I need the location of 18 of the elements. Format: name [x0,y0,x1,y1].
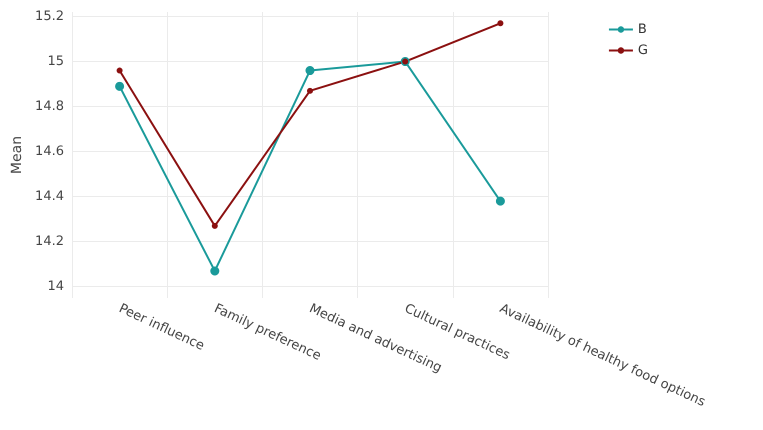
point [306,66,314,76]
y-axis-title: Mean [9,136,26,174]
point [496,196,505,206]
y-tick-label: 14.4 [35,189,64,204]
y-tick-label: 15 [47,54,64,70]
legend-label: G [638,43,648,58]
point [210,266,220,276]
y-tick-label: 15.2 [35,9,64,24]
y-tick-label: 14.6 [35,144,64,160]
y-tick-label: 14 [47,279,64,294]
legend-label: B [638,22,647,37]
point [497,20,504,26]
y-tick-label: 14.2 [35,234,64,250]
point [115,82,124,91]
point [212,222,218,229]
y-tick-label: 14.8 [35,99,64,114]
point [307,88,313,94]
point [116,68,123,74]
